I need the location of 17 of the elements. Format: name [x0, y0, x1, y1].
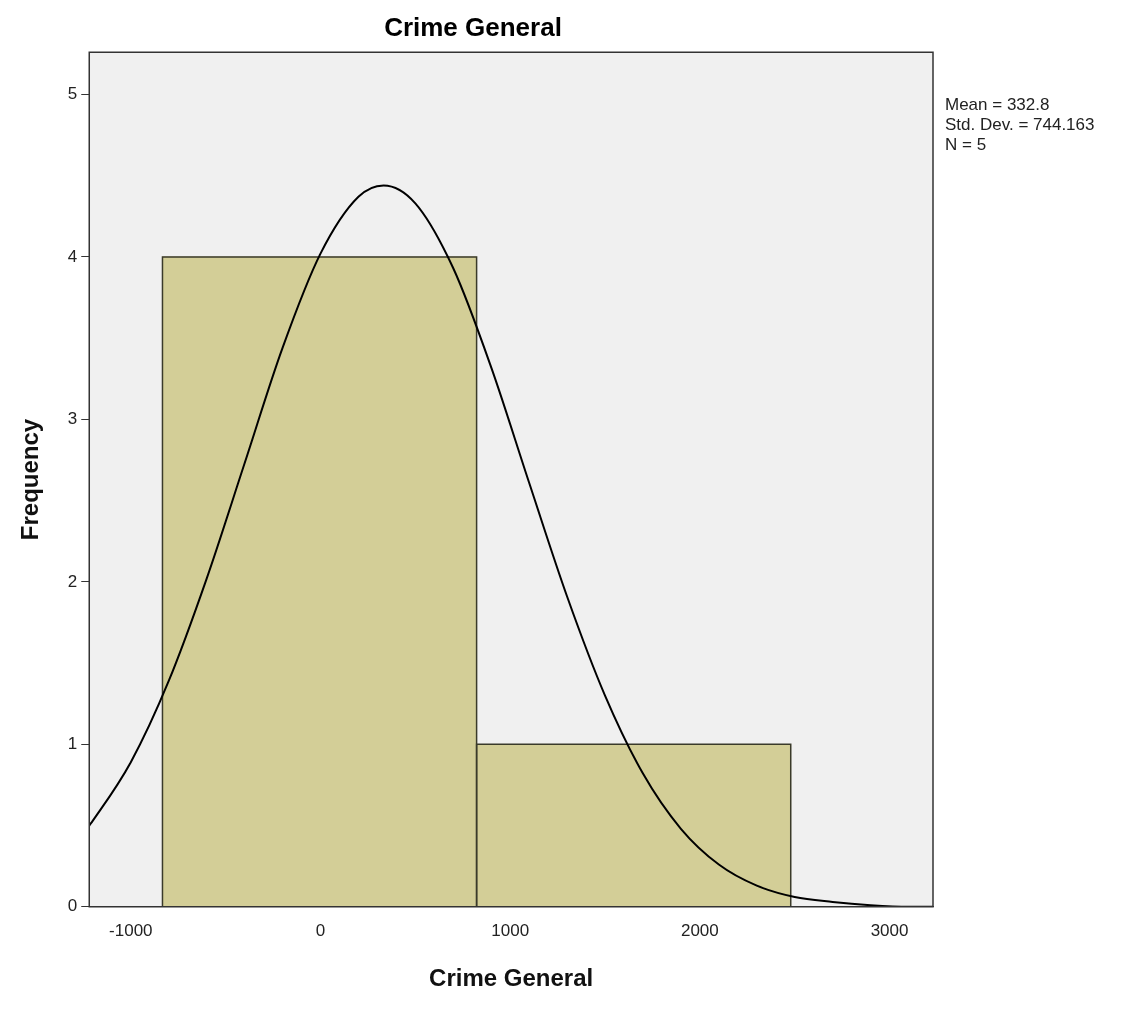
y-axis-title: Frequency	[16, 418, 44, 541]
chart-title: Crime General	[384, 11, 562, 42]
x-axis-title: Crime General	[429, 964, 594, 992]
text: N = 5	[945, 135, 987, 155]
x-tick-label: 3000	[870, 920, 909, 940]
x-tick-label: 0	[315, 920, 326, 940]
text: Std. Dev. = 744.163	[945, 115, 1095, 135]
y-tick-label: 1	[67, 734, 78, 754]
x-tick-label: -1000	[109, 920, 153, 940]
y-tick-label: 2	[67, 571, 78, 591]
x-tick-label: 1000	[491, 920, 530, 940]
x-tick-label: 2000	[680, 920, 719, 940]
y-tick-label: 0	[67, 896, 78, 916]
y-tick-label: 3	[67, 409, 78, 429]
y-tick-label: 5	[67, 84, 78, 104]
text: Mean = 332.8	[945, 95, 1050, 115]
y-tick-label: 4	[67, 246, 78, 266]
